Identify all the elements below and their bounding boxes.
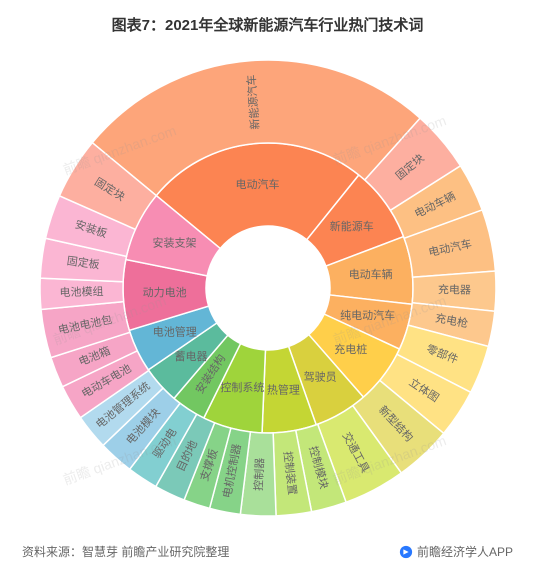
- slice-label: 充电桩: [334, 342, 367, 356]
- slice-label: 电动汽车: [235, 177, 279, 191]
- slice-label: 纯电动汽车: [340, 308, 395, 322]
- chart-title: 图表7：2021年全球新能源汽车行业热门技术词: [0, 0, 535, 35]
- slice-label: 驾驶员: [303, 369, 336, 383]
- source-label: 资料来源：智慧芽 前瞻产业研究院整理: [22, 543, 229, 560]
- slice-label: 电动车辆: [348, 267, 392, 281]
- app-credit-text: 前瞻经济学人APP: [417, 543, 513, 560]
- slice-label: 充电器: [437, 282, 470, 296]
- app-icon: [399, 545, 413, 559]
- slice-label: 电池管理: [152, 325, 196, 339]
- sunburst-chart: 电动汽车新能源车电动车辆纯电动汽车充电桩驾驶员热管理控制系统安装结构蓄电器电池管…: [28, 48, 508, 528]
- slice-label: 安装支架: [152, 235, 196, 249]
- slice-label: 动力电池: [142, 286, 186, 299]
- slice-label: 电池模组: [59, 284, 103, 299]
- footer: 资料来源：智慧芽 前瞻产业研究院整理 前瞻经济学人APP: [22, 543, 513, 560]
- slice-label: 热管理: [266, 382, 299, 396]
- slice-label: 控制器: [251, 457, 266, 491]
- slice-label: 蓄电器: [174, 350, 207, 363]
- slice-label: 控制系统: [220, 380, 264, 394]
- slice-label: 新能源车: [329, 219, 373, 233]
- app-credit: 前瞻经济学人APP: [399, 543, 513, 560]
